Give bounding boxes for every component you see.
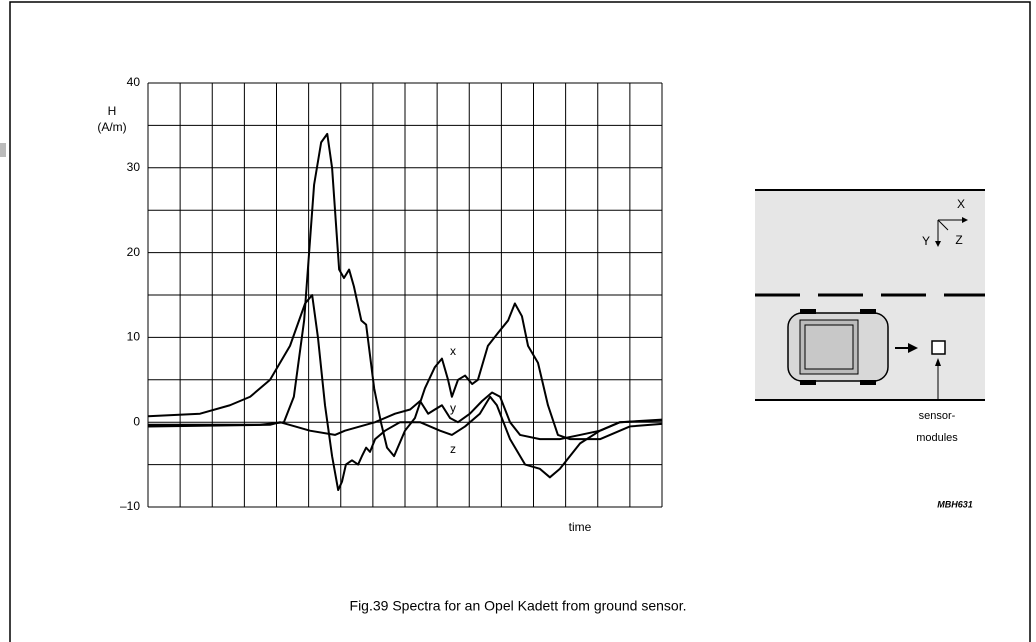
y-tick-label: 20 <box>127 245 141 259</box>
wheel <box>860 380 876 385</box>
y-tick-label: 40 <box>127 75 141 89</box>
series-label: y <box>450 401 456 415</box>
wheel <box>800 380 816 385</box>
series-label: z <box>450 442 456 456</box>
figure: H (A/m) time Fig.39 Spectra for an Opel … <box>0 0 1036 642</box>
axis-name: Y <box>922 234 930 248</box>
y-axis-label: H <box>108 104 117 118</box>
y-tick-label: –10 <box>120 499 140 513</box>
y-tick-label: 30 <box>127 160 141 174</box>
road-diagram <box>755 190 985 400</box>
wheel <box>860 309 876 314</box>
y-axis-label: (A/m) <box>97 120 126 134</box>
y-tick-label: 10 <box>127 330 141 344</box>
sensor-label: sensor- <box>919 410 956 422</box>
sensor-label: modules <box>916 432 958 444</box>
margin-mark <box>0 143 6 157</box>
x-axis-label: time <box>569 520 592 534</box>
axis-name: Z <box>955 233 962 247</box>
car-window <box>805 325 853 369</box>
wheel <box>800 309 816 314</box>
y-tick-label: 0 <box>133 414 140 428</box>
figure-code: MBH631 <box>937 499 973 509</box>
sensor-module <box>932 341 945 354</box>
axis-name: X <box>957 197 965 211</box>
caption: Fig.39 Spectra for an Opel Kadett from g… <box>350 598 687 614</box>
series-label: x <box>450 344 456 358</box>
